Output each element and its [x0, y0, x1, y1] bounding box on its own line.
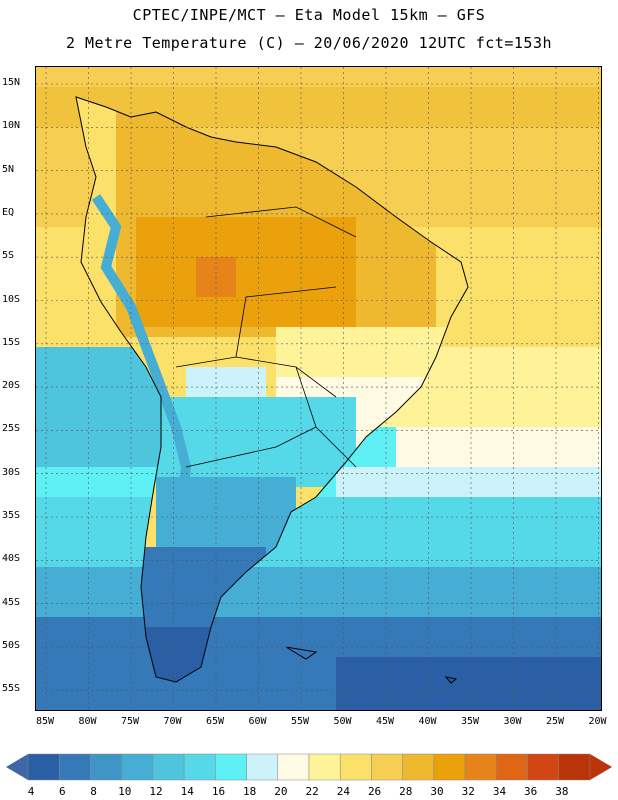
latitude-label: 15S	[2, 336, 21, 348]
latitude-label: 20S	[2, 380, 21, 392]
latitude-label: 50S	[2, 639, 21, 651]
map-title: CPTEC/INPE/MCT – Eta Model 15km – GFS	[132, 6, 486, 24]
colorbar-swatch	[558, 753, 591, 781]
latitude-label: 15N	[2, 77, 21, 88]
colorbar-label: 36	[524, 785, 538, 798]
latitude-label: 5S	[2, 250, 15, 262]
colorbar-swatch	[121, 753, 154, 781]
latitude-label: EQ	[2, 206, 15, 218]
colorbar-label: 32	[461, 785, 475, 798]
coastline	[75, 96, 469, 683]
latitude-label: 30S	[2, 466, 21, 478]
polar-ocean-band	[336, 657, 601, 710]
temperature-map[interactable]	[35, 66, 602, 711]
colorbar-label: 38	[555, 785, 569, 798]
colorbar-swatch	[496, 753, 528, 781]
colorbar-label: 26	[367, 785, 382, 798]
graticule	[36, 67, 601, 710]
colorbar-label: 28	[399, 785, 413, 798]
longitude-label: 75W	[120, 716, 140, 727]
latitude-label: 45S	[2, 596, 21, 608]
colorbar-swatch	[27, 753, 60, 781]
longitude-label: 65W	[205, 716, 225, 727]
colorbar-swatch	[58, 753, 91, 781]
latitude-label: 55S	[2, 683, 21, 695]
colorbar-label: 6	[59, 785, 66, 798]
colorbar-label: 8	[90, 785, 97, 798]
latitude-label: 10N	[2, 120, 21, 132]
longitude-label: 60W	[248, 716, 267, 727]
colorbar-swatch	[183, 753, 216, 781]
latitude-label: 5N	[2, 163, 15, 175]
colorbar-label: 34	[492, 785, 507, 798]
colorbar-label: 10	[118, 785, 132, 798]
colorbar-swatch	[433, 753, 466, 781]
colorbar-swatch	[371, 753, 403, 781]
country-borders	[175, 206, 357, 468]
longitude-label: 25W	[545, 716, 565, 727]
latitude-label: 40S	[2, 553, 21, 565]
colorbar-swatch	[402, 753, 435, 781]
colorbar-label: 22	[305, 785, 319, 798]
latitude-label: 35S	[2, 510, 21, 521]
longitude-label: 55W	[290, 716, 310, 727]
colorbar-label: 18	[243, 785, 257, 798]
longitude-label: 40W	[418, 716, 437, 727]
colorbar-label: 20	[274, 785, 288, 798]
longitude-label: 50W	[333, 716, 352, 727]
map-subtitle: 2 Metre Temperature (C) – 20/06/2020 12U…	[65, 34, 553, 52]
longitude-label: 45W	[375, 716, 395, 727]
colorbar-label: 16	[211, 785, 226, 798]
colorbar-swatch	[527, 753, 560, 781]
colorbar-swatch	[90, 753, 122, 781]
colorbar-label: 14	[180, 785, 194, 798]
map-canvas	[36, 67, 601, 710]
colorbar-label: 4	[27, 785, 35, 798]
longitude-label: 80W	[78, 716, 97, 727]
latitude-label: 10S	[2, 293, 21, 305]
longitude-label: 20W	[588, 716, 607, 727]
longitude-label: 70W	[163, 716, 182, 727]
colorbar-label: 12	[149, 785, 163, 798]
midlatitude-ocean-band	[36, 497, 601, 567]
colorbar-low-end	[6, 754, 28, 780]
longitude-label: 30W	[503, 716, 522, 727]
longitude-label: 35W	[460, 716, 480, 727]
latitude-label: 25S	[2, 423, 21, 435]
colorbar-swatch	[308, 753, 341, 781]
islands	[285, 646, 458, 684]
colorbar-swatch	[277, 753, 310, 781]
colorbar-swatch	[464, 753, 497, 781]
colorbar-swatch	[246, 753, 279, 781]
colorbar-swatch	[339, 753, 372, 781]
colorbar-swatch	[215, 753, 247, 781]
colorbar-high-end	[590, 754, 612, 780]
temperature-colorbar	[6, 753, 612, 781]
colorbar-label: 24	[336, 785, 350, 798]
atlantic-mild-band	[396, 427, 601, 467]
southern-ocean-band	[36, 567, 601, 617]
colorbar-swatch	[152, 753, 185, 781]
colorbar-label: 30	[430, 785, 444, 798]
longitude-label: 85W	[35, 716, 55, 727]
